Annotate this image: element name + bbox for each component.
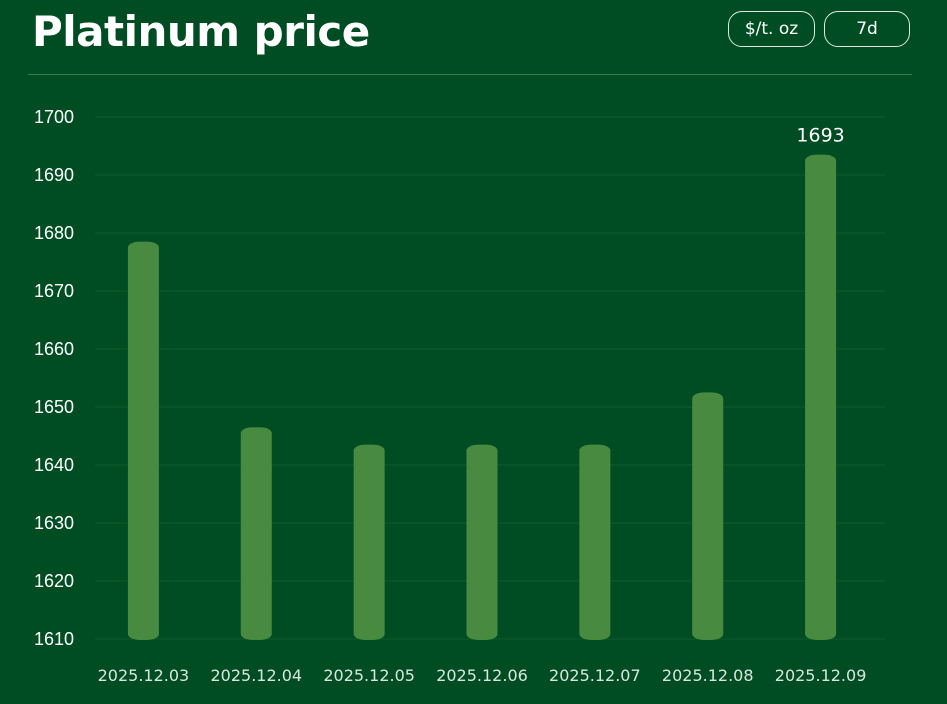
bar-2025.12.09 (805, 154, 837, 640)
bar-2025.12.06 (466, 444, 498, 640)
page-title: Platinum price (32, 7, 370, 56)
y-tick-label: 1630 (34, 513, 74, 533)
bar-2025.12.07 (579, 444, 611, 640)
y-tick-label: 1660 (34, 339, 74, 359)
x-axis: 2025.12.03 2025.12.04 2025.12.05 2025.12.06… (98, 666, 867, 685)
bar-2025.12.05 (353, 444, 385, 640)
data-label: 1693 (796, 125, 844, 147)
bar-2025.12.08 (692, 392, 724, 640)
data-labels: 1693 (796, 125, 844, 147)
x-tick-label: 2025.12.05 (323, 666, 415, 685)
unit-toggle-button[interactable]: $/t. oz (728, 11, 815, 47)
x-tick-label: 2025.12.03 (98, 666, 190, 685)
y-tick-label: 1610 (34, 629, 74, 649)
y-tick-label: 1680 (34, 223, 74, 243)
x-tick-label: 2025.12.07 (549, 666, 641, 685)
bar-2025.12.03 (127, 241, 159, 640)
x-tick-label: 2025.12.06 (436, 666, 528, 685)
y-axis: 1610 1620 1630 1640 1650 1660 1670 1680 1690 1700 (34, 107, 74, 649)
y-tick-label: 1640 (34, 455, 74, 475)
y-tick-label: 1700 (34, 107, 74, 127)
y-tick-label: 1620 (34, 571, 74, 591)
y-tick-label: 1650 (34, 397, 74, 417)
y-tick-label: 1670 (34, 281, 74, 301)
header-divider (28, 74, 912, 75)
y-tick-label: 1690 (34, 165, 74, 185)
x-tick-label: 2025.12.04 (210, 666, 302, 685)
x-tick-label: 2025.12.09 (775, 666, 867, 685)
range-toggle-button[interactable]: 7d (824, 11, 910, 47)
bar-2025.12.04 (240, 427, 272, 640)
x-tick-label: 2025.12.08 (662, 666, 754, 685)
chart-bars (127, 154, 837, 640)
